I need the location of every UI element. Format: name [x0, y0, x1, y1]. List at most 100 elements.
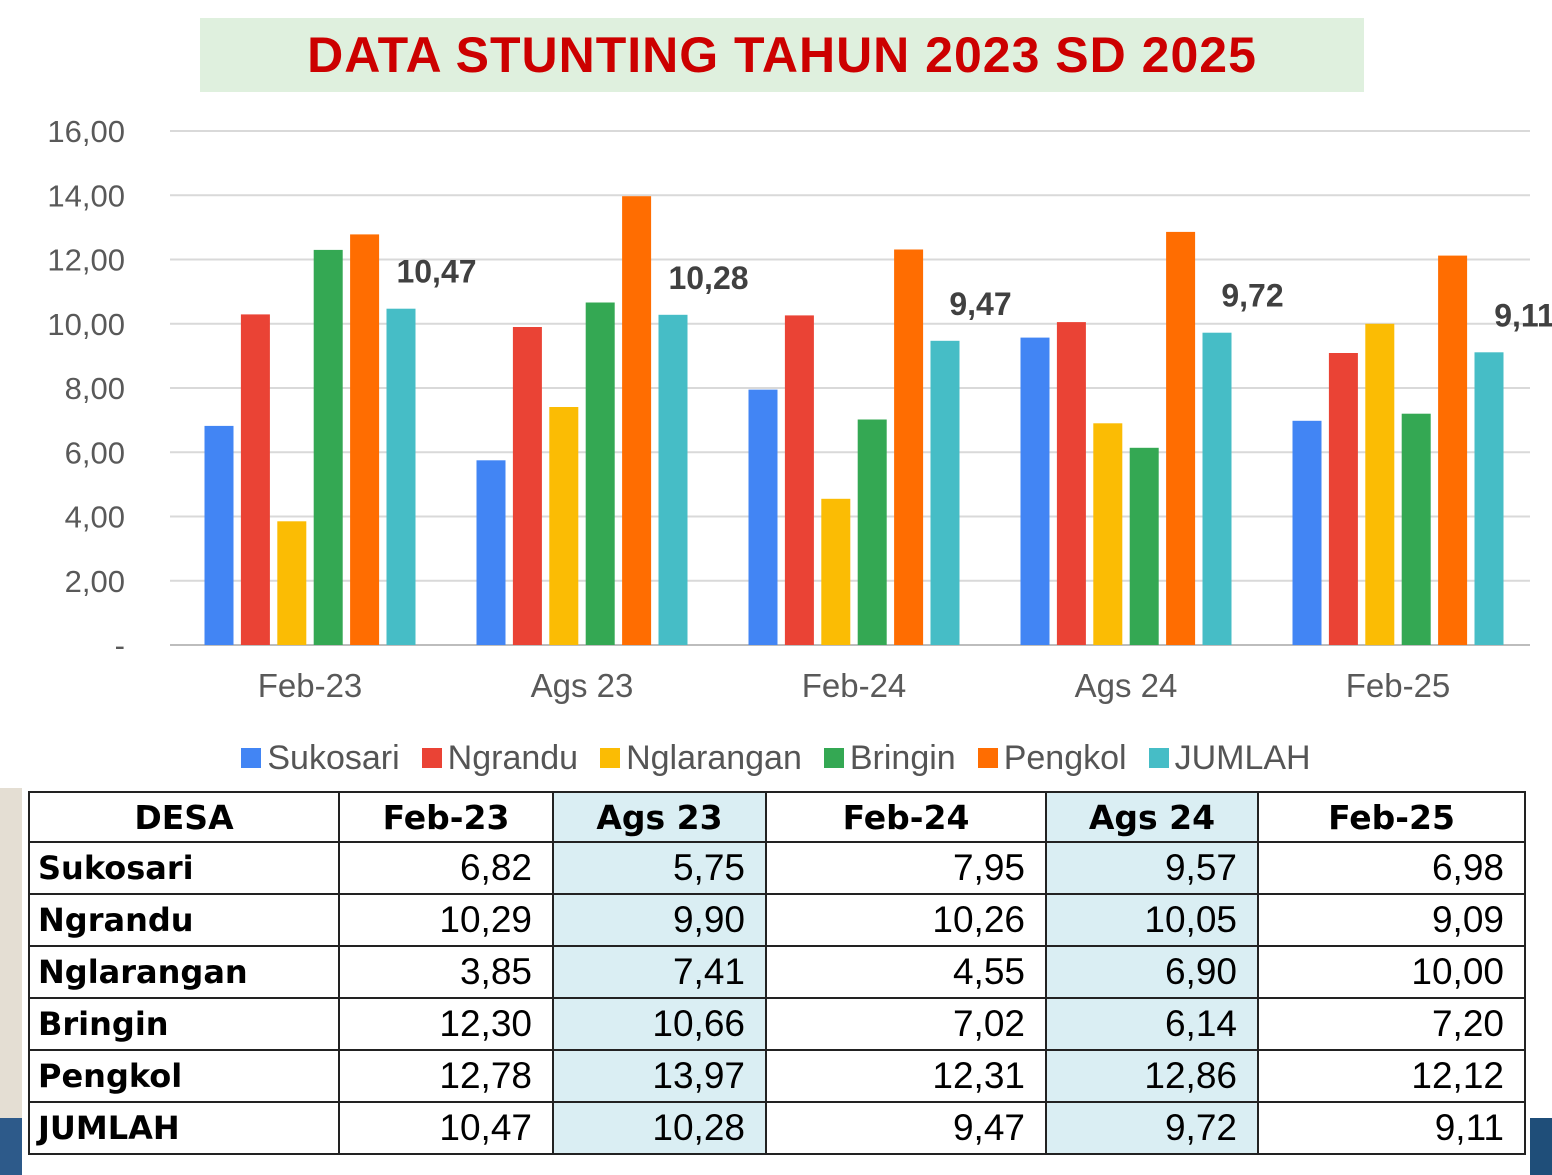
legend-swatch: [600, 748, 621, 768]
data-label: 9,47: [949, 286, 1011, 322]
bar-sukosari: [1292, 420, 1322, 645]
table-row: JUMLAH 10,47 10,28 9,47 9,72 9,11: [28, 1101, 1526, 1155]
table-cell-value: 10,66: [552, 997, 767, 1051]
legend-swatch: [1148, 748, 1169, 768]
y-tick-label: 10,00: [47, 307, 125, 342]
table-row: Sukosari 6,82 5,75 7,95 9,57 6,98: [28, 841, 1526, 895]
bar-pengkol: [894, 249, 924, 645]
legend-label: Ngrandu: [447, 738, 579, 777]
table-cell-value: 10,26: [765, 893, 1047, 947]
table-cell-value: 10,28: [552, 1101, 767, 1155]
table-row: Ngrandu 10,29 9,90 10,26 10,05 9,09: [28, 893, 1526, 947]
y-tick-label: 14,00: [47, 178, 125, 213]
legend-item: JUMLAH: [1148, 738, 1311, 778]
table-cell-desa: Sukosari: [28, 841, 340, 895]
table-row: Nglarangan 3,85 7,41 4,55 6,90 10,00: [28, 945, 1526, 999]
data-label: 9,11: [1494, 297, 1552, 333]
bar-jumlah: [658, 314, 688, 645]
bar-pengkol: [1166, 231, 1196, 645]
bar-chart: - 2,00 4,00 6,00 8,00 10,00 12,00 14,00 16,00 10…: [47, 114, 1552, 704]
table-row: Bringin 12,30 10,66 7,02 6,14 7,20: [28, 997, 1526, 1051]
table-cell-value: 9,47: [765, 1101, 1047, 1155]
legend-label: Nglarangan: [626, 738, 802, 777]
table-cell-value: 7,02: [765, 997, 1047, 1051]
bar-sukosari: [1020, 337, 1050, 645]
table-cell-value: 12,30: [338, 997, 554, 1051]
bar-jumlah: [386, 308, 416, 645]
y-tick-label: -: [115, 628, 125, 663]
data-table: DESA Feb-23 Ags 23 Feb-24 Ags 24 Feb-25 …: [28, 791, 1526, 1155]
legend-swatch: [977, 748, 998, 768]
table-cell-value: 9,90: [552, 893, 767, 947]
chart-legend: Sukosari Ngrandu Nglarangan Bringin Pengkol J…: [0, 736, 1552, 780]
bar-nglarangan: [1365, 323, 1395, 646]
table-cell-value: 12,78: [338, 1049, 554, 1103]
bar-bringin: [313, 249, 343, 645]
table-cell-value: 7,41: [552, 945, 767, 999]
y-tick-label: 6,00: [65, 435, 125, 470]
table-cell-desa: JUMLAH: [28, 1101, 340, 1155]
bar-sukosari: [476, 460, 506, 645]
table-cell-value: 10,29: [338, 893, 554, 947]
bar-ngrandu: [1328, 353, 1358, 645]
bar-sukosari: [748, 389, 778, 645]
bar-pengkol: [1438, 255, 1468, 645]
table-cell-value: 6,14: [1045, 997, 1259, 1051]
bar-nglarangan: [1093, 423, 1123, 645]
legend-item: Pengkol: [977, 738, 1127, 778]
table-header-desa: DESA: [28, 791, 340, 843]
data-label: 9,72: [1221, 278, 1283, 314]
table-row: Pengkol 12,78 13,97 12,31 12,86 12,12: [28, 1049, 1526, 1103]
chart-title: DATA STUNTING TAHUN 2023 SD 2025: [307, 27, 1257, 83]
table-cell-value: 6,98: [1257, 841, 1526, 895]
legend-label: JUMLAH: [1174, 738, 1311, 777]
y-tick-label: 8,00: [65, 371, 125, 406]
table-cell-value: 4,55: [765, 945, 1047, 999]
table-cell-value: 12,31: [765, 1049, 1047, 1103]
bar-ngrandu: [512, 327, 542, 645]
bar-ngrandu: [784, 315, 814, 645]
data-labels: 10,47 10,28 9,47 9,72 9,11: [396, 254, 1552, 334]
legend-label: Pengkol: [1003, 738, 1127, 777]
table-header: Feb-25: [1257, 791, 1526, 843]
table-cell-value: 9,72: [1045, 1101, 1259, 1155]
y-tick-label: 4,00: [65, 500, 125, 535]
table-header: Ags 23: [552, 791, 767, 843]
table-cell-value: 9,57: [1045, 841, 1259, 895]
legend-item: Bringin: [823, 739, 956, 778]
table-header-row: DESA Feb-23 Ags 23 Feb-24 Ags 24 Feb-25: [28, 791, 1526, 843]
x-tick-label: Ags 24: [1075, 667, 1178, 704]
left-edge-decoration: [0, 788, 22, 1175]
table-cell-value: 6,82: [338, 841, 554, 895]
bar-jumlah: [930, 340, 960, 645]
x-tick-label: Feb-23: [258, 667, 363, 704]
x-tick-label: Feb-24: [802, 667, 907, 704]
right-edge-accent: [1530, 1118, 1552, 1175]
table-cell-value: 9,11: [1257, 1101, 1526, 1155]
table-header: Feb-23: [338, 791, 554, 843]
bar-bringin: [585, 302, 615, 645]
bar-ngrandu: [1056, 322, 1086, 645]
table-cell-value: 10,00: [1257, 945, 1526, 999]
table-cell-value: 12,12: [1257, 1049, 1526, 1103]
table-cell-desa: Nglarangan: [28, 945, 340, 999]
legend-swatch: [823, 748, 844, 768]
y-tick-label: 16,00: [47, 114, 125, 149]
table-cell-desa: Bringin: [28, 997, 340, 1051]
x-axis-ticks: Feb-23 Ags 23 Feb-24 Ags 24 Feb-25: [258, 667, 1451, 704]
bar-jumlah: [1202, 332, 1232, 645]
left-edge-accent: [0, 1118, 22, 1175]
bar-bringin: [1401, 413, 1431, 645]
table-cell-value: 7,20: [1257, 997, 1526, 1051]
table-cell-value: 6,90: [1045, 945, 1259, 999]
data-label: 10,47: [396, 254, 476, 290]
table-cell-value: 3,85: [338, 945, 554, 999]
data-label: 10,28: [668, 260, 748, 296]
bar-nglarangan: [277, 521, 307, 645]
legend-item: Nglarangan: [600, 739, 802, 778]
table-cell-value: 10,47: [338, 1101, 554, 1155]
legend-label: Sukosari: [267, 738, 400, 777]
x-tick-label: Ags 23: [531, 667, 634, 704]
table-cell-value: 7,95: [765, 841, 1047, 895]
bar-sukosari: [204, 425, 234, 645]
